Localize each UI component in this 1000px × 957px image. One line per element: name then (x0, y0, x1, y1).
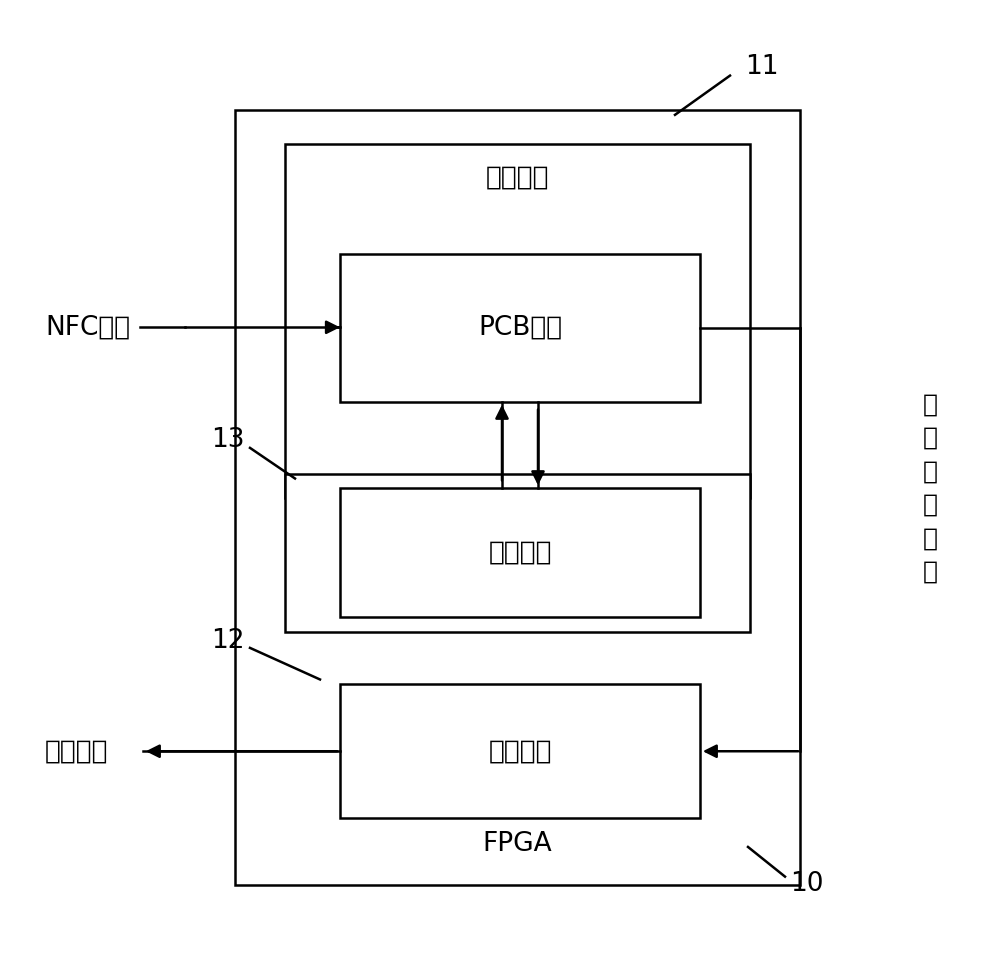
Text: 解
调
后
的
信
号: 解 调 后 的 信 号 (922, 392, 938, 584)
Text: 控制模块: 控制模块 (488, 540, 552, 566)
Text: 解码电路: 解码电路 (488, 738, 552, 765)
Bar (285, 144, 750, 498)
Text: 10: 10 (790, 871, 824, 898)
Text: NFC信号: NFC信号 (45, 314, 130, 341)
Bar (340, 254, 700, 402)
Bar (340, 684, 700, 818)
Text: 13: 13 (212, 427, 245, 454)
Text: 11: 11 (745, 54, 778, 80)
Text: FPGA: FPGA (483, 831, 552, 857)
Text: 数据输出: 数据输出 (45, 738, 108, 765)
Text: 12: 12 (212, 628, 245, 655)
Bar (235, 110, 800, 885)
Bar (285, 474, 750, 632)
Text: PCB电路: PCB电路 (478, 315, 562, 341)
Text: 解调电路: 解调电路 (486, 165, 549, 190)
Bar (340, 488, 700, 617)
